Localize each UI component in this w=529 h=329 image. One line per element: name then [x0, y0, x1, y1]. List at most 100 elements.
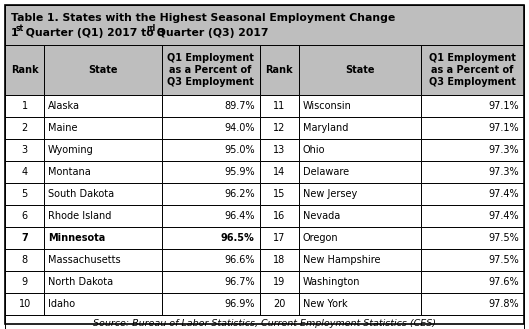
Text: 2: 2 — [22, 123, 28, 133]
Bar — [44, 271, 162, 293]
Text: 12: 12 — [273, 123, 285, 133]
Text: Quarter (Q3) 2017: Quarter (Q3) 2017 — [153, 28, 269, 38]
Text: Delaware: Delaware — [303, 167, 349, 177]
Text: 96.6%: 96.6% — [224, 255, 254, 265]
Bar — [421, 45, 524, 95]
Text: 8: 8 — [22, 255, 28, 265]
Text: Quarter (Q1) 2017 to 3: Quarter (Q1) 2017 to 3 — [22, 28, 165, 38]
Bar — [162, 183, 260, 205]
Bar — [260, 95, 299, 117]
Text: State: State — [88, 65, 117, 75]
Text: 4: 4 — [22, 167, 28, 177]
Text: Source: Bureau of Labor Statistics, Current Employment Statistics (CES): Source: Bureau of Labor Statistics, Curr… — [93, 319, 436, 328]
Bar — [421, 205, 524, 227]
Text: Minnesota: Minnesota — [48, 233, 105, 243]
Bar — [299, 95, 421, 117]
Text: 97.4%: 97.4% — [488, 189, 519, 199]
Bar — [162, 293, 260, 315]
Bar — [162, 117, 260, 139]
Text: 97.1%: 97.1% — [488, 101, 519, 111]
Bar — [260, 271, 299, 293]
Text: 14: 14 — [273, 167, 285, 177]
Bar — [44, 249, 162, 271]
Bar — [260, 161, 299, 183]
Bar — [299, 183, 421, 205]
Bar — [5, 5, 524, 45]
Text: 96.5%: 96.5% — [221, 233, 254, 243]
Text: 97.8%: 97.8% — [488, 299, 519, 309]
Bar — [421, 249, 524, 271]
Bar — [162, 271, 260, 293]
Text: 17: 17 — [273, 233, 285, 243]
Bar — [421, 293, 524, 315]
Text: North Dakota: North Dakota — [48, 277, 113, 287]
Bar — [44, 183, 162, 205]
Bar — [5, 205, 44, 227]
Bar — [260, 293, 299, 315]
Text: Rhode Island: Rhode Island — [48, 211, 112, 221]
Text: 95.9%: 95.9% — [224, 167, 254, 177]
Bar — [44, 95, 162, 117]
Bar — [299, 227, 421, 249]
Text: 6: 6 — [22, 211, 28, 221]
Text: South Dakota: South Dakota — [48, 189, 114, 199]
Text: 10: 10 — [19, 299, 31, 309]
Text: Rank: Rank — [266, 65, 293, 75]
Text: 89.7%: 89.7% — [224, 101, 254, 111]
Text: New York: New York — [303, 299, 348, 309]
Text: 1: 1 — [11, 28, 19, 38]
Text: Rank: Rank — [11, 65, 39, 75]
Text: 97.5%: 97.5% — [488, 233, 519, 243]
Text: Table 1. States with the Highest Seasonal Employment Change: Table 1. States with the Highest Seasona… — [11, 13, 395, 23]
Text: State: State — [345, 65, 375, 75]
Bar — [421, 95, 524, 117]
Bar — [5, 315, 524, 329]
Text: 5: 5 — [22, 189, 28, 199]
Bar — [260, 117, 299, 139]
Bar — [299, 249, 421, 271]
Text: rd: rd — [146, 24, 155, 33]
Text: Nevada: Nevada — [303, 211, 340, 221]
Bar — [5, 117, 44, 139]
Bar — [44, 205, 162, 227]
Bar — [44, 139, 162, 161]
Text: Washington: Washington — [303, 277, 360, 287]
Bar — [162, 205, 260, 227]
Text: 16: 16 — [273, 211, 285, 221]
Text: 95.0%: 95.0% — [224, 145, 254, 155]
Bar — [299, 139, 421, 161]
Bar — [299, 117, 421, 139]
Text: Oregon: Oregon — [303, 233, 339, 243]
Text: 13: 13 — [273, 145, 285, 155]
Bar — [421, 271, 524, 293]
Bar — [299, 205, 421, 227]
Bar — [44, 45, 162, 95]
Text: New Hampshire: New Hampshire — [303, 255, 380, 265]
Bar — [5, 95, 44, 117]
Text: 94.0%: 94.0% — [224, 123, 254, 133]
Bar — [5, 293, 44, 315]
Bar — [162, 227, 260, 249]
Text: 1: 1 — [22, 101, 28, 111]
Bar — [260, 183, 299, 205]
Text: 20: 20 — [273, 299, 285, 309]
Bar — [299, 271, 421, 293]
Bar — [5, 45, 44, 95]
Text: 97.3%: 97.3% — [488, 145, 519, 155]
Text: 96.7%: 96.7% — [224, 277, 254, 287]
Bar — [299, 45, 421, 95]
Bar — [5, 183, 44, 205]
Bar — [162, 161, 260, 183]
Text: 96.2%: 96.2% — [224, 189, 254, 199]
Bar — [44, 117, 162, 139]
Bar — [162, 249, 260, 271]
Text: 97.3%: 97.3% — [488, 167, 519, 177]
Bar — [5, 139, 44, 161]
Text: 97.5%: 97.5% — [488, 255, 519, 265]
Bar — [5, 271, 44, 293]
Bar — [421, 161, 524, 183]
Bar — [44, 293, 162, 315]
Bar — [260, 205, 299, 227]
Text: 97.4%: 97.4% — [488, 211, 519, 221]
Text: Idaho: Idaho — [48, 299, 75, 309]
